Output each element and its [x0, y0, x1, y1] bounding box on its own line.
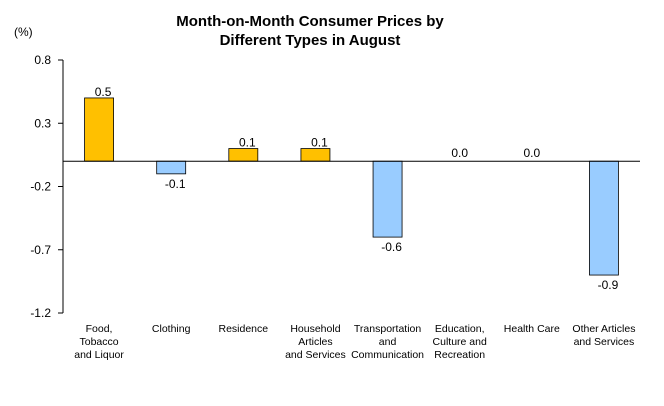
y-tick-label: -0.2: [30, 180, 51, 194]
data-label: 0.5: [95, 85, 112, 99]
x-category-label-line: Clothing: [152, 323, 191, 335]
x-axis-categories: Food, Tobacco and Liquor Clothing Residence H…: [74, 323, 635, 361]
x-category-label-line: Household: [290, 323, 340, 335]
x-category-label-line: and Liquor: [74, 349, 124, 361]
data-label: -0.9: [598, 278, 619, 292]
x-category-label: Food, Tobacco and Liquor: [74, 323, 124, 361]
x-category-label: Household Articles and Services: [285, 323, 346, 361]
x-category-label-line: Culture and: [433, 336, 487, 348]
bar: [84, 97, 114, 162]
x-category-label-line: and Services: [574, 336, 635, 348]
chart-title-line-1: Month-on-Month Consumer Prices by: [176, 13, 444, 30]
x-category-label: Transportation and Communication: [351, 323, 424, 361]
x-category-label: Clothing: [152, 323, 191, 335]
x-category-label-line: Education,: [435, 323, 485, 335]
x-category-label-line: and Services: [285, 349, 346, 361]
x-category-label-line: Communication: [351, 349, 424, 361]
x-category-label-line: Transportation: [354, 323, 421, 335]
y-tick-label: -1.2: [30, 306, 51, 320]
y-tick-label: 0.3: [34, 116, 51, 130]
data-label: -0.1: [165, 177, 186, 191]
x-category-label-line: Other Articles: [572, 323, 635, 335]
x-category-label: Residence: [219, 323, 269, 335]
x-category-label-line: and: [379, 336, 397, 348]
x-category-label-line: Articles: [298, 336, 332, 348]
bars-group: [84, 97, 619, 276]
chart-title-line-2: Different Types in August: [220, 32, 401, 49]
bar: [156, 160, 187, 175]
y-tick-label: -0.7: [30, 243, 51, 257]
x-category-label-line: Food,: [86, 323, 113, 335]
data-label: 0.1: [239, 136, 256, 150]
x-category-label-line: Recreation: [434, 349, 485, 361]
bar: [228, 148, 259, 162]
x-category-label: Health Care: [504, 323, 560, 335]
y-tick-label: 0.8: [34, 53, 51, 67]
x-category-label-line: Residence: [219, 323, 269, 335]
x-category-label-line: Tobacco: [80, 336, 119, 348]
y-axis-unit-label: (%): [14, 25, 33, 39]
x-category-label-line: Health Care: [504, 323, 560, 335]
bar: [589, 160, 619, 276]
data-labels-group: 0.5 -0.1 0.1 0.1 -0.6 0.0 0.0 -0.9: [95, 85, 619, 292]
x-category-label: Other Articles and Services: [572, 323, 635, 348]
bar: [300, 148, 331, 162]
data-label: -0.6: [381, 240, 402, 254]
data-label: 0.1: [311, 136, 328, 150]
bar: [372, 160, 403, 238]
x-category-label: Education, Culture and Recreation: [433, 323, 487, 361]
y-axis: 0.8 0.3 -0.2 -0.7 -1.2: [30, 53, 64, 320]
data-label: 0.0: [523, 146, 540, 160]
data-label: 0.0: [451, 146, 468, 160]
